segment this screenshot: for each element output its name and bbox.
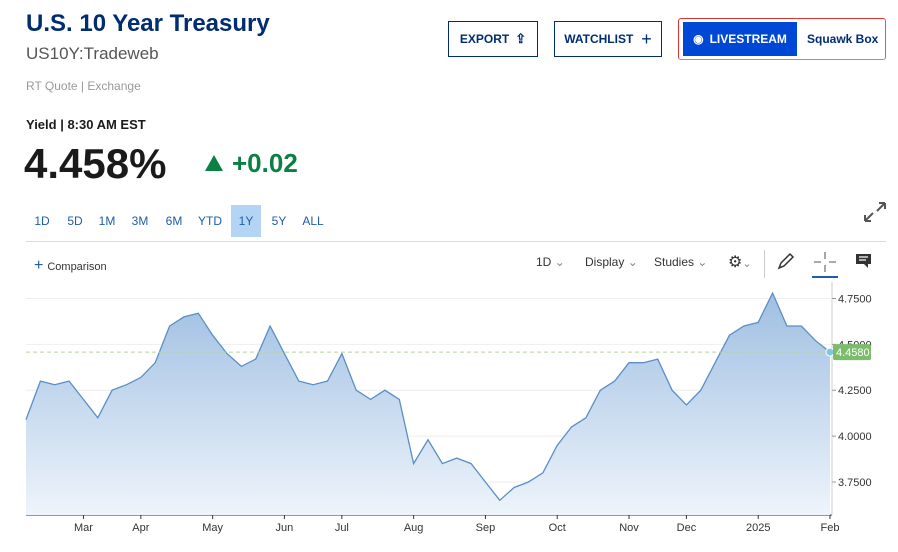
range-tab[interactable]: 6M [165,214,183,228]
watchlist-label: WATCHLIST [564,32,634,46]
display-label: Display [585,255,625,269]
range-tab[interactable]: 1Y [231,205,261,237]
y-tick-label: 4.7500 [838,294,872,306]
x-tick-label: Feb [821,522,840,534]
range-tab[interactable]: 5D [67,214,83,228]
range-tab[interactable]: 1M [98,214,116,228]
livestream-box: ◉ LIVESTREAM Squawk Box [678,18,886,60]
settings-button[interactable]: ⚙⌄ [728,254,752,271]
studies-label: Studies [654,255,695,269]
crosshair-icon[interactable] [812,250,838,278]
range-tab[interactable]: 5Y [271,214,287,228]
source: RT Quote | Exchange [26,79,141,93]
x-tick-label: Dec [677,522,697,534]
x-tick-label: Oct [549,522,566,534]
interval-label: 1D [536,255,552,269]
studies-button[interactable]: Studies ⌄ [654,255,708,269]
livestream-label: LIVESTREAM [709,32,787,46]
yield-label: Yield | 8:30 AM EST [26,117,146,132]
x-tick-label: Apr [132,522,149,534]
x-tick-label: Sep [476,522,496,534]
y-tick-label: 4.0000 [838,431,872,443]
area-fill [26,293,830,515]
line [25,291,831,502]
current-dot [825,347,835,357]
x-tick-label: Nov [619,522,639,534]
range-tab[interactable]: ALL [302,214,324,228]
display-button[interactable]: Display ⌄ [585,255,638,269]
current-label: 4.4580 [836,347,870,359]
x-tick-label: 2025 [746,522,770,534]
comparison-label: Comparison [47,261,107,273]
symbol: US10Y:Tradeweb [26,44,159,63]
expand-icon[interactable] [862,200,888,224]
squawk-box[interactable]: Squawk Box [807,32,879,46]
x-tick-label: Mar [74,522,93,534]
x-tick-label: Aug [404,522,424,534]
interval-button[interactable]: 1D ⌄ [536,255,565,269]
title: U.S. 10 Year Treasury [26,10,270,37]
notes-icon[interactable] [854,252,874,270]
x-tick-label: Jul [335,522,349,534]
up-arrow [205,155,223,171]
watchlist-button[interactable]: WATCHLIST + [554,21,662,57]
y-tick-label: 3.7500 [838,477,872,489]
export-button[interactable]: EXPORT ⇪ [448,21,538,57]
range-tab[interactable]: 3M [131,214,149,228]
y-tick-label: 4.2500 [838,385,872,397]
livestream-button[interactable]: ◉ LIVESTREAM [683,22,797,56]
toolbar-divider [764,250,765,278]
range-tab[interactable]: YTD [198,214,222,228]
x-tick-label: May [202,522,223,534]
price: 4.458% [24,140,167,187]
x-tick-label: Jun [276,522,294,534]
current-badge [833,344,871,361]
range-tab[interactable]: 1D [34,214,50,228]
change: +0.02 [232,148,298,178]
draw-icon[interactable] [776,251,796,271]
comparison-button[interactable]: + Comparison [34,257,107,274]
export-label: EXPORT [459,32,510,46]
divider [26,241,886,242]
